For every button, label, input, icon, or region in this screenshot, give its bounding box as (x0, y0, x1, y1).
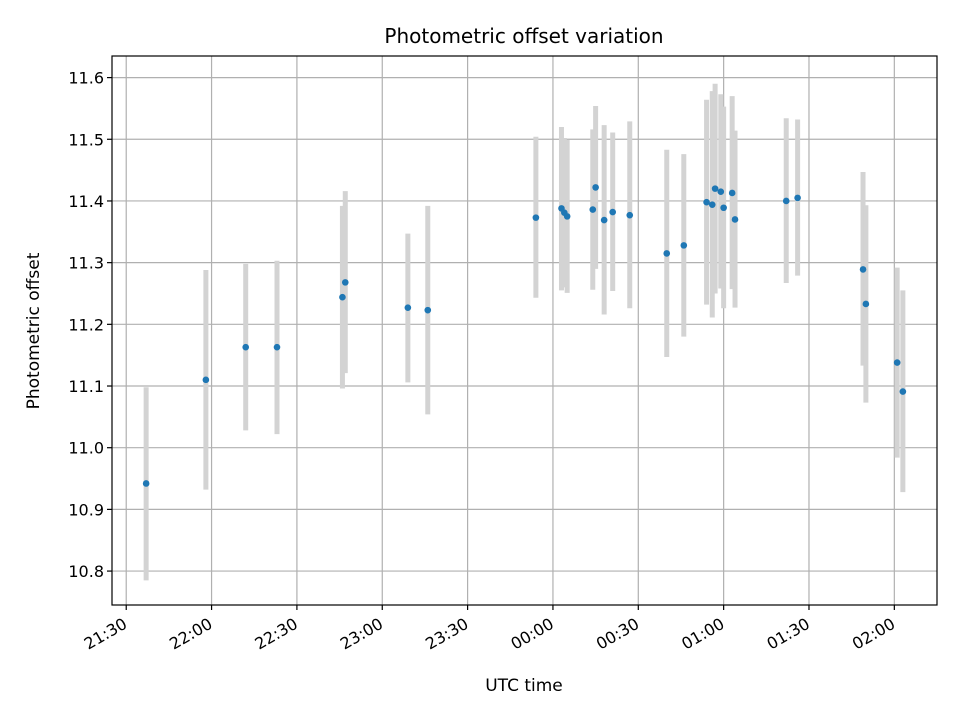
data-point (711, 185, 719, 192)
data-point (794, 194, 801, 202)
data-point (899, 388, 907, 395)
y-tick-label: 11.6 (68, 69, 104, 88)
data-point (532, 214, 540, 221)
data-point (600, 216, 608, 224)
data-point (893, 359, 901, 366)
x-tick-label: 23:30 (422, 614, 471, 654)
x-tick-label: 21:30 (81, 614, 130, 654)
data-point (728, 189, 736, 197)
data-point (703, 198, 710, 206)
data-point (339, 293, 346, 301)
data-point (731, 216, 739, 223)
data-point (859, 266, 867, 273)
x-tick-label: 01:30 (764, 614, 813, 654)
y-tick-label: 11.4 (68, 192, 104, 211)
y-tick-label: 10.9 (68, 500, 104, 519)
data-point (563, 213, 571, 220)
y-tick-label: 11.3 (68, 254, 104, 273)
x-axis: 21:30 22:00 22:30 23:00 23:30 00:00 00:30 01:00… (81, 605, 898, 654)
x-tick-label: 23:00 (337, 614, 386, 654)
data-point (242, 343, 250, 351)
plot-frame (111, 55, 938, 606)
y-axis: 10.8 10.9 11.0 11.1 11.2 11.3 11.4 11.5 11.6 (68, 69, 112, 581)
data-point (404, 304, 412, 311)
data-point (720, 204, 727, 212)
y-tick-label: 11.1 (68, 377, 104, 396)
data-point (273, 343, 281, 351)
y-tick-label: 11.2 (68, 315, 104, 334)
data-point (708, 201, 716, 208)
data-point (341, 279, 349, 286)
x-tick-label: 02:00 (849, 614, 898, 654)
x-tick-label: 01:00 (678, 614, 727, 654)
data-point (782, 197, 790, 205)
data-point (680, 242, 688, 249)
data-point (626, 211, 634, 219)
y-tick-label: 11.5 (68, 130, 104, 149)
data-point (663, 250, 671, 257)
data-point (862, 300, 870, 308)
data-point (717, 188, 725, 196)
y-axis-title: Photometric offset (24, 252, 44, 409)
grid (112, 56, 937, 605)
data-point (592, 184, 599, 191)
chart-title: Photometric offset variation (384, 24, 663, 48)
plot-area (112, 56, 937, 605)
x-tick-label: 22:00 (166, 614, 215, 654)
y-tick-label: 11.0 (68, 439, 104, 458)
data-point (202, 376, 210, 384)
x-tick-label: 00:30 (593, 614, 642, 654)
x-axis-title: UTC time (485, 676, 563, 696)
points (142, 184, 907, 487)
x-tick-label: 00:00 (508, 614, 557, 654)
data-point (609, 208, 616, 216)
x-tick-label: 22:30 (251, 614, 300, 654)
data-point (589, 206, 597, 213)
data-point (424, 306, 432, 314)
data-point (142, 480, 150, 487)
y-tick-label: 10.8 (68, 562, 104, 581)
